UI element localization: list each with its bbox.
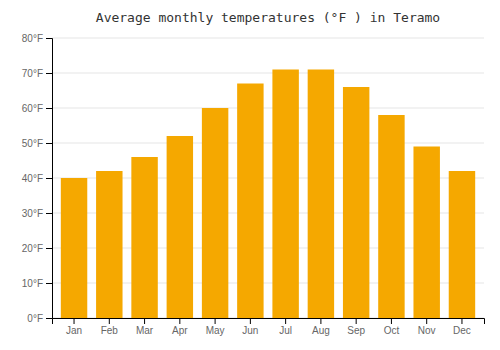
- tick-mark: [74, 318, 75, 324]
- bar: [449, 171, 475, 318]
- tick-label: Feb: [101, 325, 119, 336]
- grid-line: [52, 73, 484, 74]
- tick-label: Aug: [312, 325, 330, 336]
- tick: Mar: [136, 318, 154, 336]
- grid-line: [52, 143, 484, 144]
- tick-label: Sep: [347, 325, 365, 336]
- bar: [61, 178, 87, 318]
- bar: [308, 70, 334, 319]
- tick: 30°F: [22, 208, 52, 219]
- tick-label: 60°F: [22, 103, 43, 114]
- bar: [237, 84, 263, 319]
- tick-mark: [461, 318, 462, 324]
- tick-mark: [46, 38, 52, 39]
- tick: 80°F: [22, 33, 52, 44]
- chart: Average monthly temperatures (°F ) in Te…: [0, 0, 500, 350]
- tick-mark: [46, 283, 52, 284]
- axis-line: [46, 39, 53, 319]
- axis-line: [53, 319, 485, 325]
- tick: 60°F: [22, 103, 52, 114]
- tick-mark: [215, 318, 216, 324]
- tick: 70°F: [22, 68, 52, 79]
- bars: [61, 70, 475, 319]
- tick: Feb: [101, 318, 119, 336]
- tick-mark: [391, 318, 392, 324]
- tick-label: 10°F: [22, 278, 43, 289]
- tick-mark: [356, 318, 357, 324]
- tick-label: Jan: [66, 325, 82, 336]
- bar: [378, 115, 404, 318]
- bar: [272, 70, 298, 319]
- tick: 50°F: [22, 138, 52, 149]
- tick-label: Jun: [242, 325, 258, 336]
- tick: 20°F: [22, 243, 52, 254]
- tick-mark: [46, 213, 52, 214]
- tick-label: Jul: [279, 325, 292, 336]
- tick-label: Mar: [136, 325, 154, 336]
- tick: Sep: [347, 318, 365, 336]
- bar: [202, 108, 228, 318]
- tick: Oct: [384, 318, 400, 336]
- tick-label: May: [206, 325, 225, 336]
- tick-label: Oct: [384, 325, 400, 336]
- tick-label: 20°F: [22, 243, 43, 254]
- tick-label: 0°F: [27, 313, 43, 324]
- tick: May: [206, 318, 225, 336]
- tick-label: Nov: [418, 325, 436, 336]
- tick: 40°F: [22, 173, 52, 184]
- tick-label: Dec: [453, 325, 471, 336]
- tick: Dec: [453, 318, 471, 336]
- tick: 10°F: [22, 278, 52, 289]
- bar: [96, 171, 122, 318]
- tick-mark: [46, 108, 52, 109]
- tick-mark: [285, 318, 286, 324]
- tick-mark: [46, 143, 52, 144]
- tick-label: 30°F: [22, 208, 43, 219]
- tick: Nov: [418, 318, 436, 336]
- x-axis: Jan Feb Mar Apr May Jun Jul Aug Sep Oct Nov Dec: [53, 318, 485, 336]
- tick-mark: [46, 248, 52, 249]
- tick: Jul: [279, 318, 292, 336]
- tick-label: 80°F: [22, 33, 43, 44]
- tick-mark: [144, 318, 145, 324]
- tick-mark: [250, 318, 251, 324]
- tick-mark: [46, 178, 52, 179]
- tick-label: 70°F: [22, 68, 43, 79]
- tick-label: 50°F: [22, 138, 43, 149]
- tick-mark: [109, 318, 110, 324]
- tick: Aug: [312, 318, 330, 336]
- bar: [167, 136, 193, 318]
- tick-label: Apr: [172, 325, 188, 336]
- bar: [343, 87, 369, 318]
- grid-line: [52, 38, 484, 39]
- tick: Jun: [242, 318, 258, 336]
- tick-label: 40°F: [22, 173, 43, 184]
- plot: 0°F 10°F 20°F 30°F 40°F 50°F 60°F 70°F 80°F Jan Fe…: [22, 33, 485, 336]
- tick-mark: [46, 73, 52, 74]
- tick-mark: [179, 318, 180, 324]
- y-axis: 0°F 10°F 20°F 30°F 40°F 50°F 60°F 70°F 80°F: [22, 33, 53, 324]
- title: Average monthly temperatures (°F ) in Te…: [96, 10, 440, 25]
- tick: Apr: [172, 318, 188, 336]
- tick-mark: [426, 318, 427, 324]
- tick-mark: [320, 318, 321, 324]
- grid-line: [52, 108, 484, 109]
- tick: Jan: [66, 318, 82, 336]
- grid: [52, 38, 484, 318]
- bar: [413, 147, 439, 319]
- tick-mark: [46, 318, 52, 319]
- tick: 0°F: [27, 313, 52, 324]
- bar: [131, 157, 157, 318]
